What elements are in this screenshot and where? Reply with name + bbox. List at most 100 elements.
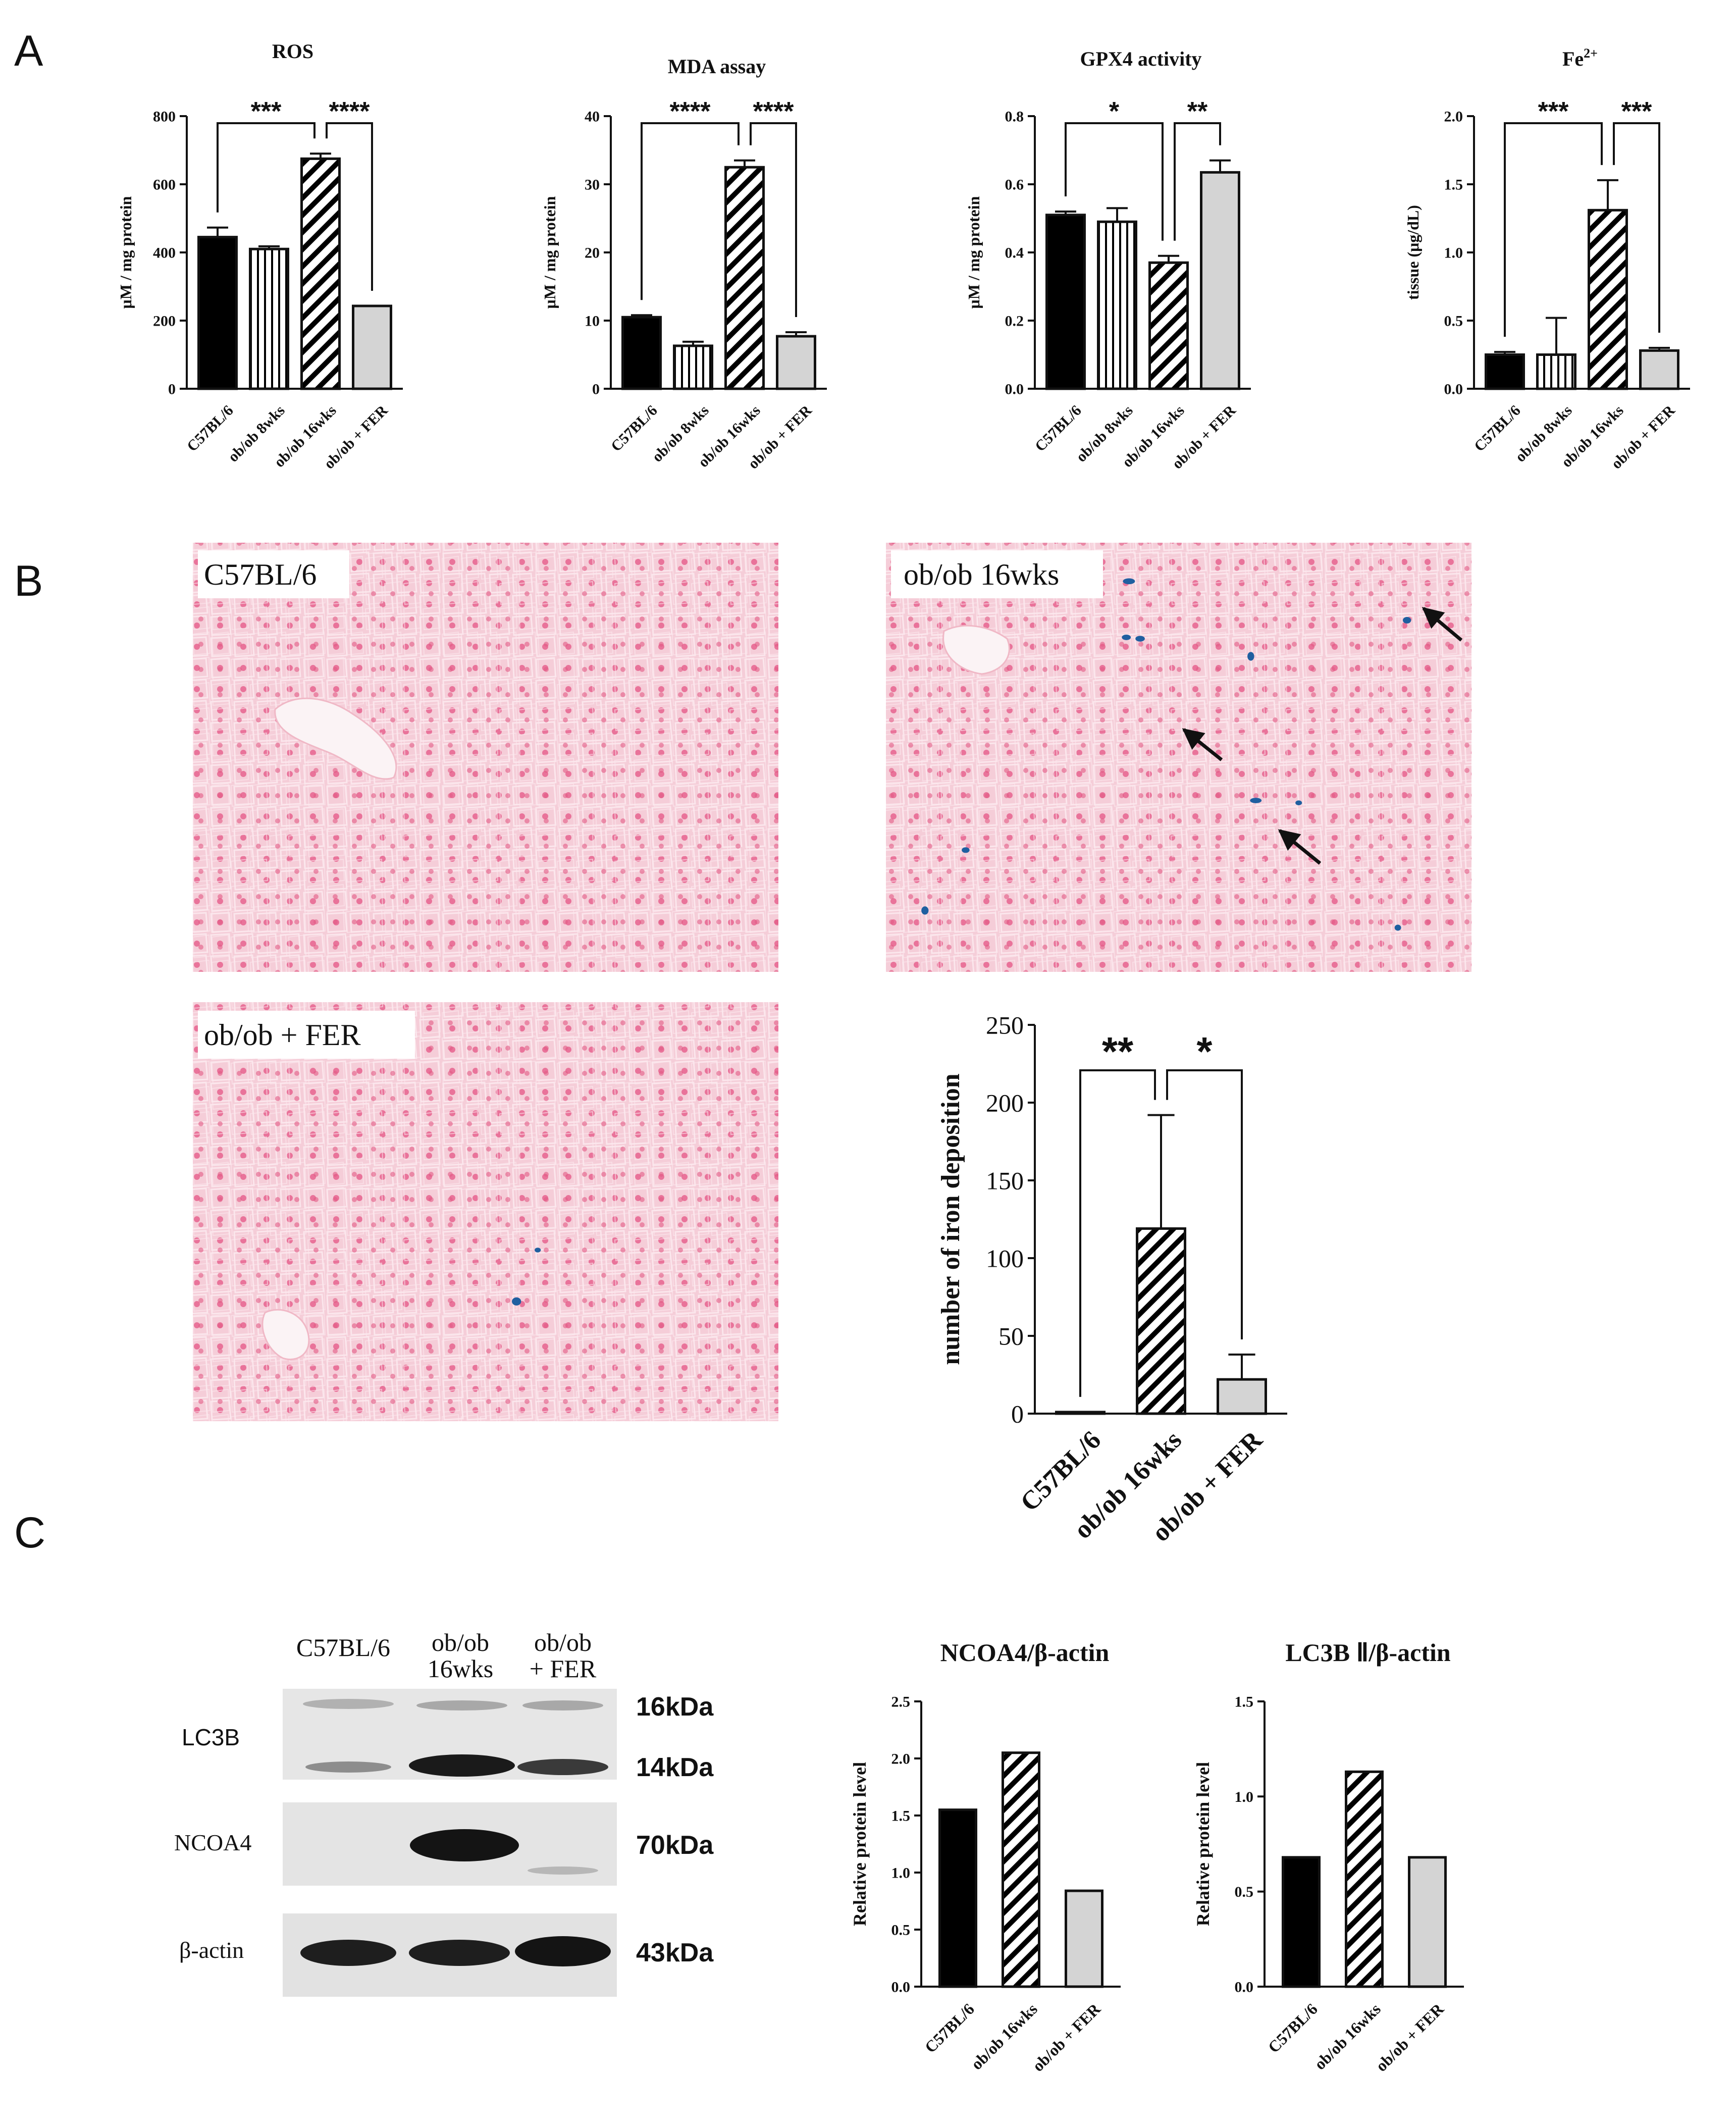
mda-ytick-label: 0 [592, 381, 600, 398]
blot-band-ncoa4-3 [528, 1866, 598, 1875]
iron-sig-bracket-1 [1166, 1069, 1243, 1339]
iron-sig-bracket-0 [1079, 1069, 1156, 1397]
gpx4-ytick-label: 0.8 [1005, 109, 1024, 125]
ros-sig-label-0: *** [251, 97, 282, 126]
fe-sig-bracket-1 [1613, 122, 1660, 333]
blot-marker-70kda: 70kDa [636, 1831, 714, 1860]
micrograph-c57-label: C57BL/6 [204, 558, 317, 591]
ros-ytick-label: 600 [153, 177, 176, 193]
micrograph-fer-vessel [261, 1309, 310, 1361]
mda-bar-0 [621, 316, 662, 390]
iron-ytick-label: 150 [986, 1167, 1024, 1195]
blot-lane-label-2b: 16wks [428, 1654, 494, 1683]
fe-ytick-label: 2.0 [1444, 109, 1463, 125]
blot-band-ncoa4-2 [410, 1829, 519, 1861]
iron-spot [1122, 635, 1131, 640]
blot-lane-label-3b: + FER [530, 1654, 597, 1683]
lc3b-bar-2 [1408, 1856, 1447, 1988]
panel-b-label: B [14, 557, 43, 605]
mda-sig-label-1: **** [753, 97, 795, 126]
gpx4-sig-label-1: ** [1187, 97, 1208, 126]
gpx4-bar-3 [1200, 171, 1240, 390]
gpx4-ytick-label: 0.0 [1005, 381, 1024, 398]
gpx4-ytick-label: 0.2 [1005, 313, 1024, 330]
blot-marker-16kda: 16kDa [636, 1692, 714, 1722]
lc3b-ytick-label: 0.5 [1235, 1884, 1254, 1900]
fe-ytick-label: 1.5 [1444, 177, 1463, 193]
ncoa4-category-label-2: ob/ob + FER [1029, 1999, 1104, 2075]
lc3b-bar-0 [1282, 1856, 1321, 1988]
blot-lane-label-1: C57BL/6 [296, 1633, 390, 1662]
gpx4-sig-label-0: * [1109, 97, 1120, 126]
gpx4-sig-bracket-0 [1065, 122, 1164, 241]
mda-category-label-0: C57BL/6 [608, 402, 661, 455]
micrograph-fer-iron-spots [512, 1248, 541, 1306]
ros-ylabel: μM / mg protein [117, 196, 135, 308]
fe-ytick-label: 1.0 [1444, 245, 1463, 262]
ncoa4-ytick-label: 0.0 [891, 1979, 911, 1996]
lc3b-category-label-0: C57BL/6 [1265, 2000, 1321, 2056]
blot-row-label-actin: β-actin [179, 1937, 244, 1963]
blot-marker-14kda: 14kDa [636, 1753, 714, 1782]
fe-bar-0 [1485, 353, 1525, 390]
ncoa4-ylabel: Relative protein level [850, 1762, 870, 1926]
blot-band-lc3b-14-3 [517, 1759, 608, 1775]
ros-bar-1 [249, 247, 289, 390]
blot-band-actin-3 [515, 1936, 611, 1966]
blot-band-lc3b-16-2 [416, 1700, 507, 1710]
micrograph-c57-label-box [198, 550, 349, 598]
micrograph-ob16-arrow-1 [1422, 607, 1463, 642]
ros-category-label-0: C57BL/6 [184, 402, 237, 455]
blot-band-actin-1 [300, 1940, 396, 1966]
lc3b-ylabel: Relative protein level [1193, 1762, 1213, 1926]
iron-ylabel: number of iron deposition [936, 1073, 965, 1365]
iron-deposition-chart: 0 50 100 150 200 250 number of iron deposition… [936, 1011, 1287, 1547]
fe-sig-bracket-0 [1504, 122, 1603, 337]
ncoa4-bar-1 [1002, 1751, 1040, 1988]
ncoa4-bar-0 [938, 1808, 977, 1988]
mda-sig-bracket-0 [641, 122, 740, 300]
fe-ylabel: tissue (μg/dL) [1404, 205, 1422, 300]
iron-spot [962, 847, 970, 853]
fe-title: Fe2+ [1562, 46, 1598, 70]
lc3b-ytick-label: 1.5 [1235, 1694, 1254, 1710]
iron-spot [1402, 617, 1411, 624]
blot-band-lc3b-14-2 [409, 1754, 515, 1777]
micrograph-ob16-iron-spots [921, 578, 1411, 931]
gpx4-sig-bracket-1 [1174, 122, 1221, 241]
micrograph-fer-label-box [198, 1011, 415, 1059]
ncoa4-ytick-label: 2.0 [891, 1751, 911, 1768]
mda-sig-bracket-1 [750, 122, 797, 317]
micrograph-c57-tissue-overlay [193, 543, 778, 972]
iron-bar-0 [1055, 1411, 1106, 1415]
micrograph-ob16-vessel [942, 625, 1010, 675]
mda-bar-2 [724, 166, 765, 390]
blot-band-actin-2 [409, 1940, 510, 1966]
ros-title: ROS [272, 40, 313, 63]
ros-sig-bracket-1 [326, 122, 373, 291]
ncoa4-chart: NCOA4/β-actin 0.0 0.5 1.0 1.5 2.0 2.5 Relative … [850, 1638, 1121, 2075]
blot-band-lc3b-16-3 [522, 1700, 603, 1710]
mda-ytick-label: 10 [585, 313, 600, 330]
lc3b-ytick-label: 0.0 [1235, 1979, 1254, 1996]
ros-sig-bracket-0 [217, 122, 315, 213]
ros-ytick-label: 200 [153, 313, 176, 330]
ros-bar-2 [300, 157, 341, 390]
western-blot: C57BL/6 ob/ob 16wks ob/ob + FER LC3B 16k… [174, 1628, 714, 1997]
micrograph-ob16-arrow-2 [1182, 728, 1223, 761]
blot-lane-label-2a: ob/ob [432, 1628, 489, 1656]
fe-ytick-label: 0.5 [1444, 313, 1463, 330]
mda-ylabel: μM / mg protein [541, 196, 559, 308]
micrograph-ob16-label-box [891, 550, 1103, 598]
fe-bar-1 [1536, 353, 1576, 390]
lc3b-category-label-2: ob/ob + FER [1372, 1999, 1448, 2075]
gpx4-title: GPX4 activity [1080, 47, 1201, 70]
fe-category-label-0: C57BL/6 [1471, 402, 1524, 455]
micrograph-ob16: ob/ob 16wks [886, 543, 1471, 972]
micrograph-fer: ob/ob + FER [193, 1002, 778, 1421]
iron-spot [1250, 798, 1262, 803]
fe-title-sup: 2+ [1584, 46, 1598, 61]
mda-sig-label-0: **** [670, 97, 711, 126]
gpx4-chart: GPX4 activity 0.0 0.2 0.4 0.6 0.8 μM / mg prot… [965, 47, 1251, 472]
